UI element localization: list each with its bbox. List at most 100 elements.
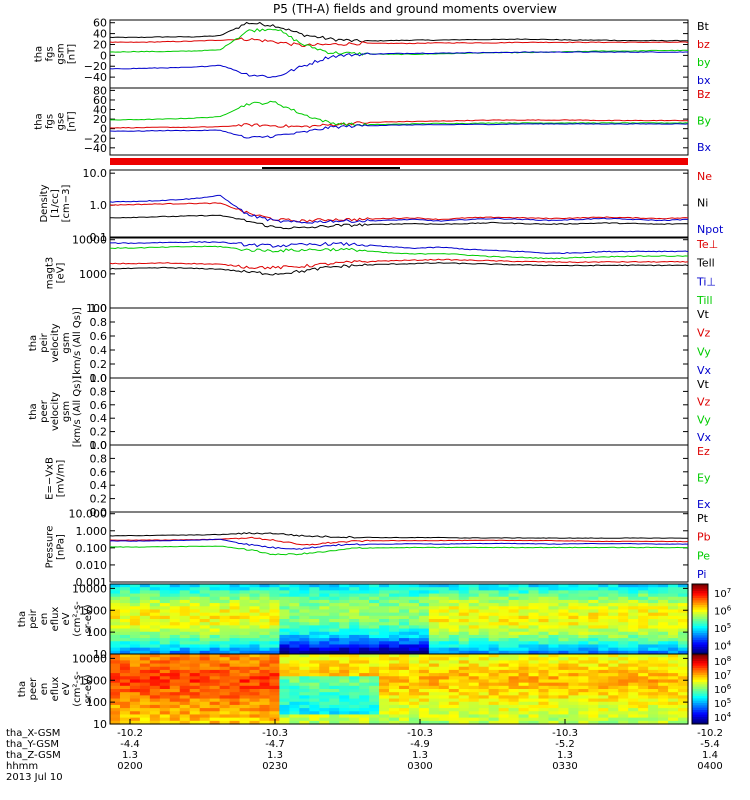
heatmap-cell [628,609,639,614]
heatmap-cell [508,701,520,706]
heatmap-cell [558,619,570,623]
heatmap-cell [289,609,300,614]
heatmap-cell [339,676,350,681]
heatmap-cell [648,596,659,601]
heatmap-cell [359,599,370,604]
colorbar-tick-label: 108 [714,655,731,668]
colorbar-step [692,614,708,618]
heatmap-cell [249,685,261,690]
heatmap-cell [458,628,470,633]
heatmap-cell [149,599,161,604]
heatmap-cell [129,584,141,588]
heatmap-cell [349,603,360,607]
heatmap-cell [249,704,261,709]
heatmap-cell [129,676,141,681]
heatmap-cell [638,641,649,646]
heatmap-cell [299,692,310,696]
heatmap-cell [678,650,689,655]
heatmap-cell [299,647,310,652]
heatmap-cell [329,717,340,722]
heatmap-cell [269,701,281,706]
heatmap-cell [239,615,251,620]
heatmap-cell [518,644,530,649]
heatmap-cell [110,606,121,611]
heatmap-cell [418,612,430,617]
heatmap-cell [239,590,251,595]
y-tick-label: 0.2 [90,426,108,439]
heatmap-cell [229,698,241,703]
colorbar-step [692,700,708,704]
heatmap-cell [189,628,201,633]
heatmap-cell [468,634,480,639]
heatmap-cell [628,584,639,588]
heatmap-cell [219,628,231,633]
x-axis-row-label: tha_Z-GSM [6,750,61,761]
heatmap-cell [508,698,520,703]
heatmap-cell [638,663,649,668]
heatmap-cell [458,657,470,661]
heatmap-cell [349,615,360,620]
heatmap-cell [279,593,290,598]
heatmap-cell [428,606,440,611]
heatmap-cell [159,628,171,633]
heatmap-cell [428,673,440,677]
heatmap-cell [438,698,450,703]
heatmap-cell [588,599,599,604]
heatmap-cell [668,695,679,700]
heatmap-cell [518,657,530,661]
heatmap-cell [149,647,161,652]
heatmap-cell [438,587,450,591]
heatmap-cell [538,644,550,649]
heatmap-cell [678,657,689,661]
heatmap-cell [139,657,151,661]
heatmap-cell [119,606,131,611]
heatmap-cell [199,584,211,588]
x-axis-value: -10.3 [552,728,578,739]
heatmap-cell [369,603,380,607]
heatmap-cell [339,603,350,607]
heatmap-cell [518,599,530,604]
heatmap-cell [628,692,639,696]
heatmap-cell [319,596,330,601]
heatmap-cell [468,625,480,630]
heatmap-cell [119,657,131,661]
heatmap-cell [618,609,629,614]
heatmap-cell [309,650,320,655]
heatmap-cell [359,654,370,658]
heatmap-cell [538,654,550,658]
heatmap-cell [608,609,619,614]
heatmap-cell [538,625,550,630]
heatmap-cell [209,641,221,646]
heatmap-cell [239,673,251,677]
heatmap-cell [608,682,619,687]
heatmap-cell [189,644,201,649]
heatmap-cell [309,654,320,658]
heatmap-cell [239,695,251,700]
heatmap-cell [678,692,689,696]
heatmap-cell [508,673,520,677]
heatmap-cell [119,634,131,639]
heatmap-cell [349,609,360,614]
heatmap-cell [528,663,540,668]
heatmap-cell [229,682,241,687]
heatmap-cell [379,599,390,604]
heatmap-cell [339,685,350,690]
heatmap-cell [608,590,619,595]
heatmap-cell [289,631,300,636]
heatmap-cell [269,599,281,604]
heatmap-cell [428,622,440,626]
heatmap-cell [588,717,599,722]
legend-entry: Pi [697,568,706,581]
heatmap-cell [498,631,510,636]
heatmap-cell [309,708,320,712]
heatmap-cell [618,692,629,696]
heatmap-cell [279,584,290,588]
heatmap-cell [588,609,599,614]
heatmap-cell [239,622,251,626]
heatmap-cell [548,634,560,639]
heatmap-cell [478,711,490,716]
heatmap-cell [279,603,290,607]
heatmap-cell [129,622,141,626]
heatmap-cell [339,720,350,725]
